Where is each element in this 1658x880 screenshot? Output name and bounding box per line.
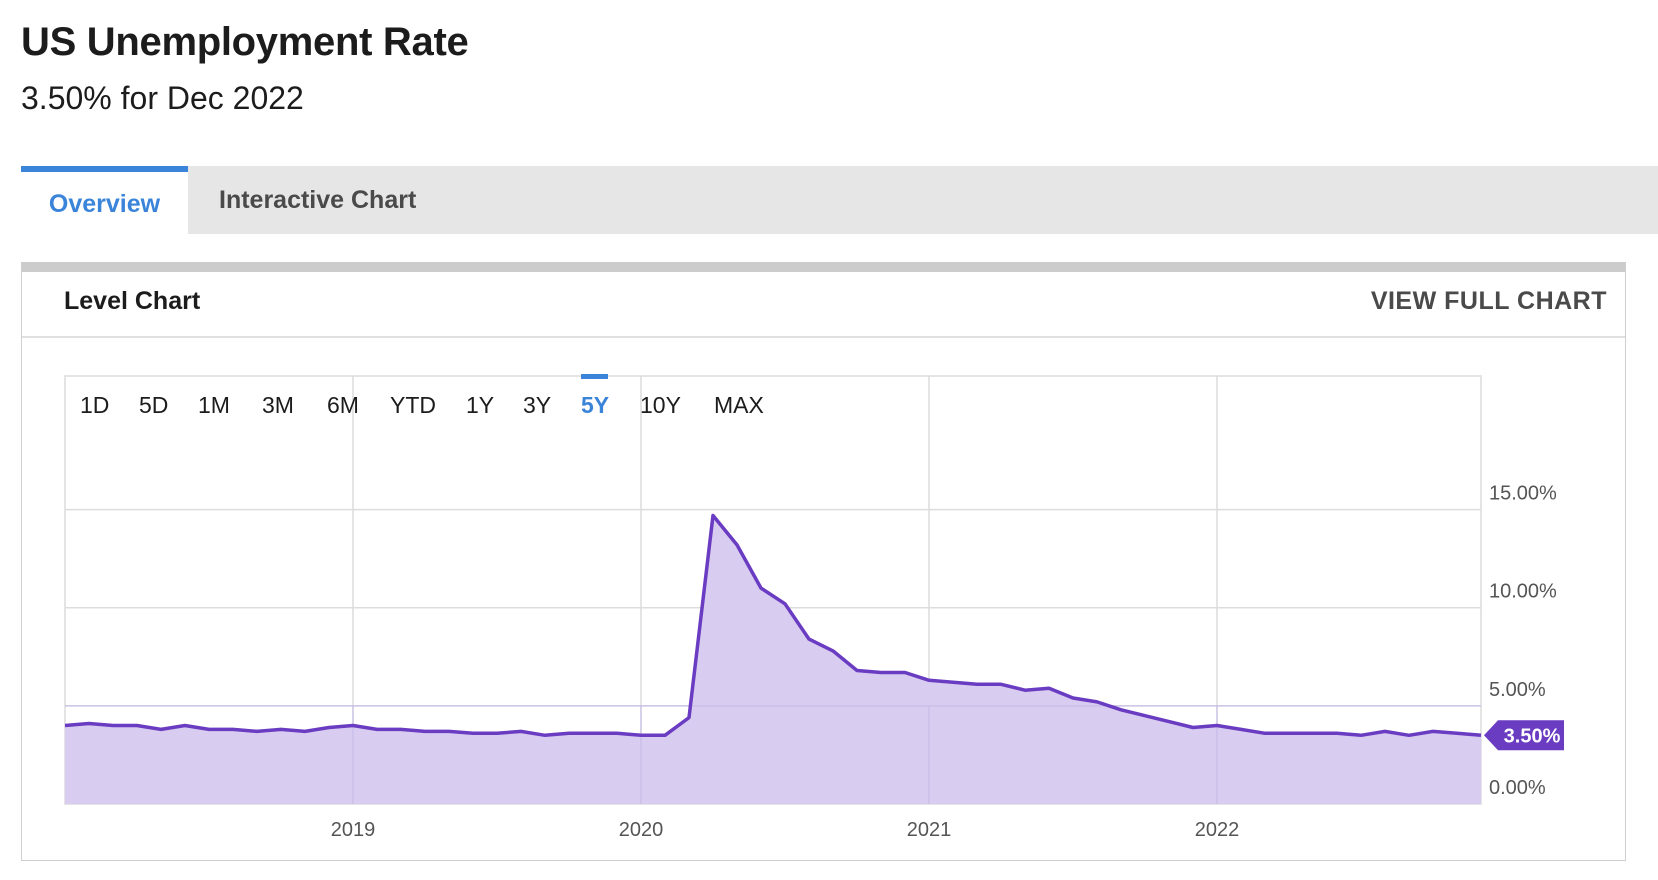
range-button-10y[interactable]: 10Y (640, 392, 681, 418)
range-button-5d[interactable]: 5D (139, 392, 168, 418)
series-line (64, 513, 1482, 738)
range-button-max[interactable]: MAX (714, 392, 764, 418)
range-button-6m[interactable]: 6M (327, 392, 359, 418)
range-button-5y[interactable]: 5Y (581, 392, 609, 418)
range-button-1d[interactable]: 1D (80, 392, 109, 418)
range-active-indicator (581, 374, 608, 379)
range-button-3y[interactable]: 3Y (523, 392, 551, 418)
tab-bar: Overview Interactive Chart (21, 166, 1658, 234)
panel-header: Level Chart VIEW FULL CHART (22, 272, 1625, 338)
y-tick-label: 15.00% (1489, 483, 1557, 505)
x-tick-label: 2022 (1195, 819, 1240, 841)
series-area (65, 515, 1481, 804)
tab-interactive-chart[interactable]: Interactive Chart (219, 186, 417, 214)
range-button-1y[interactable]: 1Y (466, 392, 494, 418)
last-value-label: 3.50% (1504, 725, 1561, 747)
page-subtitle: 3.50% for Dec 2022 (21, 80, 304, 116)
y-tick-label: 10.00% (1489, 581, 1557, 603)
range-button-1m[interactable]: 1M (198, 392, 230, 418)
x-tick-label: 2019 (331, 819, 376, 841)
range-button-3m[interactable]: 3M (262, 392, 294, 418)
page-title: US Unemployment Rate (21, 20, 469, 64)
last-value-badge (1484, 720, 1564, 751)
range-button-ytd[interactable]: YTD (390, 392, 436, 418)
view-full-chart-link[interactable]: VIEW FULL CHART (1370, 287, 1607, 315)
x-tick-label: 2021 (907, 819, 952, 841)
tab-overview[interactable]: Overview (21, 166, 188, 234)
y-tick-label: 5.00% (1489, 679, 1546, 701)
y-tick-label: 0.00% (1489, 777, 1546, 799)
panel-title: Level Chart (64, 287, 201, 315)
x-tick-label: 2020 (619, 819, 664, 841)
